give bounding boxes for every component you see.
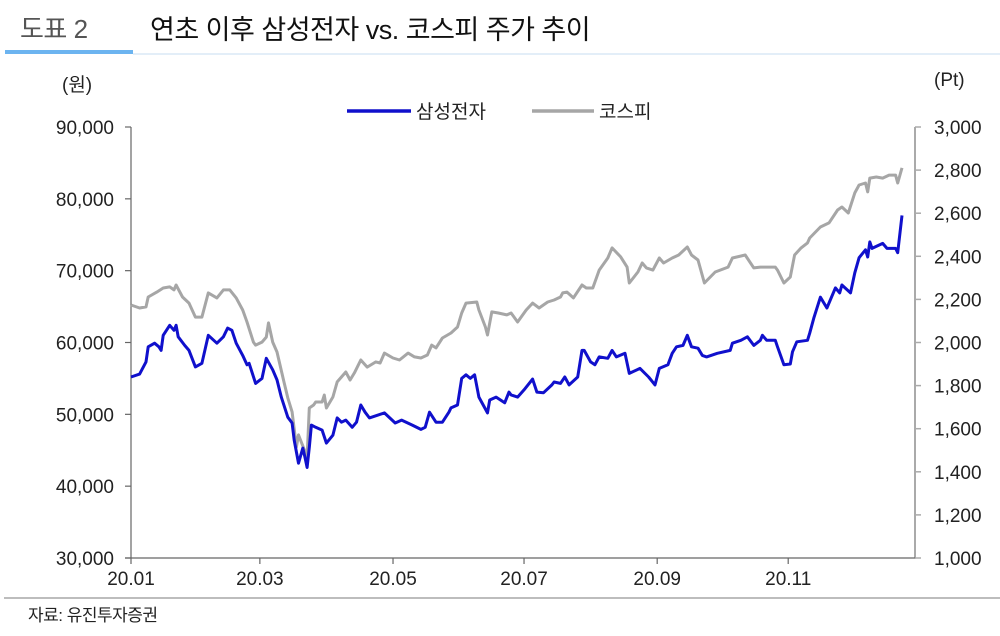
- left-y-tick-label: 60,000: [56, 334, 114, 355]
- title-accent-bar: [5, 50, 133, 54]
- right-y-tick-label: 1,600: [934, 420, 982, 441]
- footer-divider: [4, 597, 1000, 599]
- left-axis-unit: (원): [62, 75, 93, 96]
- figure-label: 도표 2: [20, 14, 88, 44]
- x-tick-label: 20.07: [500, 569, 548, 590]
- right-y-tick-label: 1,800: [934, 377, 982, 398]
- right-y-tick-label: 2,800: [934, 161, 982, 182]
- legend-label-samsung: 삼성전자: [416, 101, 486, 123]
- left-y-tick-label: 70,000: [56, 262, 114, 283]
- series-line-kospi: [130, 167, 904, 459]
- right-y-tick-label: 1,000: [934, 549, 982, 570]
- x-ticks: 20.01 20.03 20.05 20.07 20.09 20.11: [107, 558, 811, 590]
- source-note: 자료: 유진투자증권: [28, 606, 158, 625]
- chart-title: 연초 이후 삼성전자 vs. 코스피 주가 추이: [150, 15, 591, 45]
- title-divider: [133, 53, 1000, 55]
- right-axis-unit: (Pt): [934, 70, 965, 91]
- right-y-tick-label: 2,400: [934, 247, 982, 268]
- right-y-tick-label: 1,200: [934, 506, 982, 527]
- right-y-tick-label: 2,000: [934, 334, 982, 355]
- right-y-ticks: 1,000 1,200 1,400 1,600 1,800 2,000 2,200 2,400…: [915, 118, 982, 570]
- x-tick-label: 20.05: [369, 569, 417, 590]
- right-y-tick-label: 2,200: [934, 290, 982, 311]
- right-y-tick-label: 1,400: [934, 463, 982, 484]
- left-y-tick-label: 40,000: [56, 477, 114, 498]
- left-y-tick-label: 30,000: [56, 549, 114, 570]
- legend: 삼성전자 코스피: [347, 101, 651, 123]
- left-y-tick-label: 90,000: [56, 118, 114, 139]
- x-tick-label: 20.03: [236, 569, 284, 590]
- x-tick-label: 20.01: [107, 569, 155, 590]
- x-tick-label: 20.09: [633, 569, 681, 590]
- right-y-tick-label: 2,600: [934, 204, 982, 225]
- left-y-ticks: 30,000 40,000 50,000 60,000 70,000 80,000 90,0…: [56, 118, 131, 570]
- legend-label-kospi: 코스피: [599, 101, 651, 123]
- x-tick-label: 20.11: [765, 569, 811, 590]
- right-y-tick-label: 3,000: [934, 118, 982, 139]
- left-y-tick-label: 50,000: [56, 405, 114, 426]
- left-y-tick-label: 80,000: [56, 190, 114, 211]
- series-line-samsung: [130, 215, 904, 469]
